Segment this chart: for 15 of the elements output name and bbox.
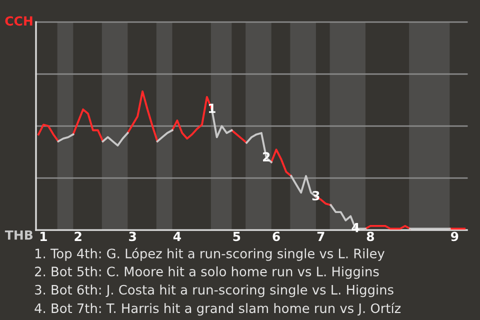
x-tick-label: 6 <box>272 232 280 242</box>
text: 4. Bot 7th: T. Harris hit a grand slam home run vs J. Ortíz <box>34 302 401 316</box>
text: THB <box>4 230 33 240</box>
x-tick-label: 9 <box>450 232 458 242</box>
text: CCH <box>5 16 32 26</box>
x-tick-label: 2 <box>74 232 82 241</box>
x-tick-label: 1 <box>40 232 47 241</box>
x-tick-label: 4 <box>173 232 181 241</box>
text: 2. Bot 5th: C. Moore hit a solo home run vs L. Higgins <box>35 266 379 279</box>
x-tick-label: 3 <box>129 232 136 242</box>
x-tick-label: 5 <box>233 232 240 242</box>
text: 3. Bot 6th: J. Costa hit a run-scoring single vs L. Higgins <box>35 284 394 298</box>
text: 1. Top 4th: G. López hit a run-scoring single vs L. Riley <box>36 248 384 261</box>
x-tick-label: 7 <box>317 232 324 241</box>
x-tick-label: 8 <box>366 232 374 242</box>
